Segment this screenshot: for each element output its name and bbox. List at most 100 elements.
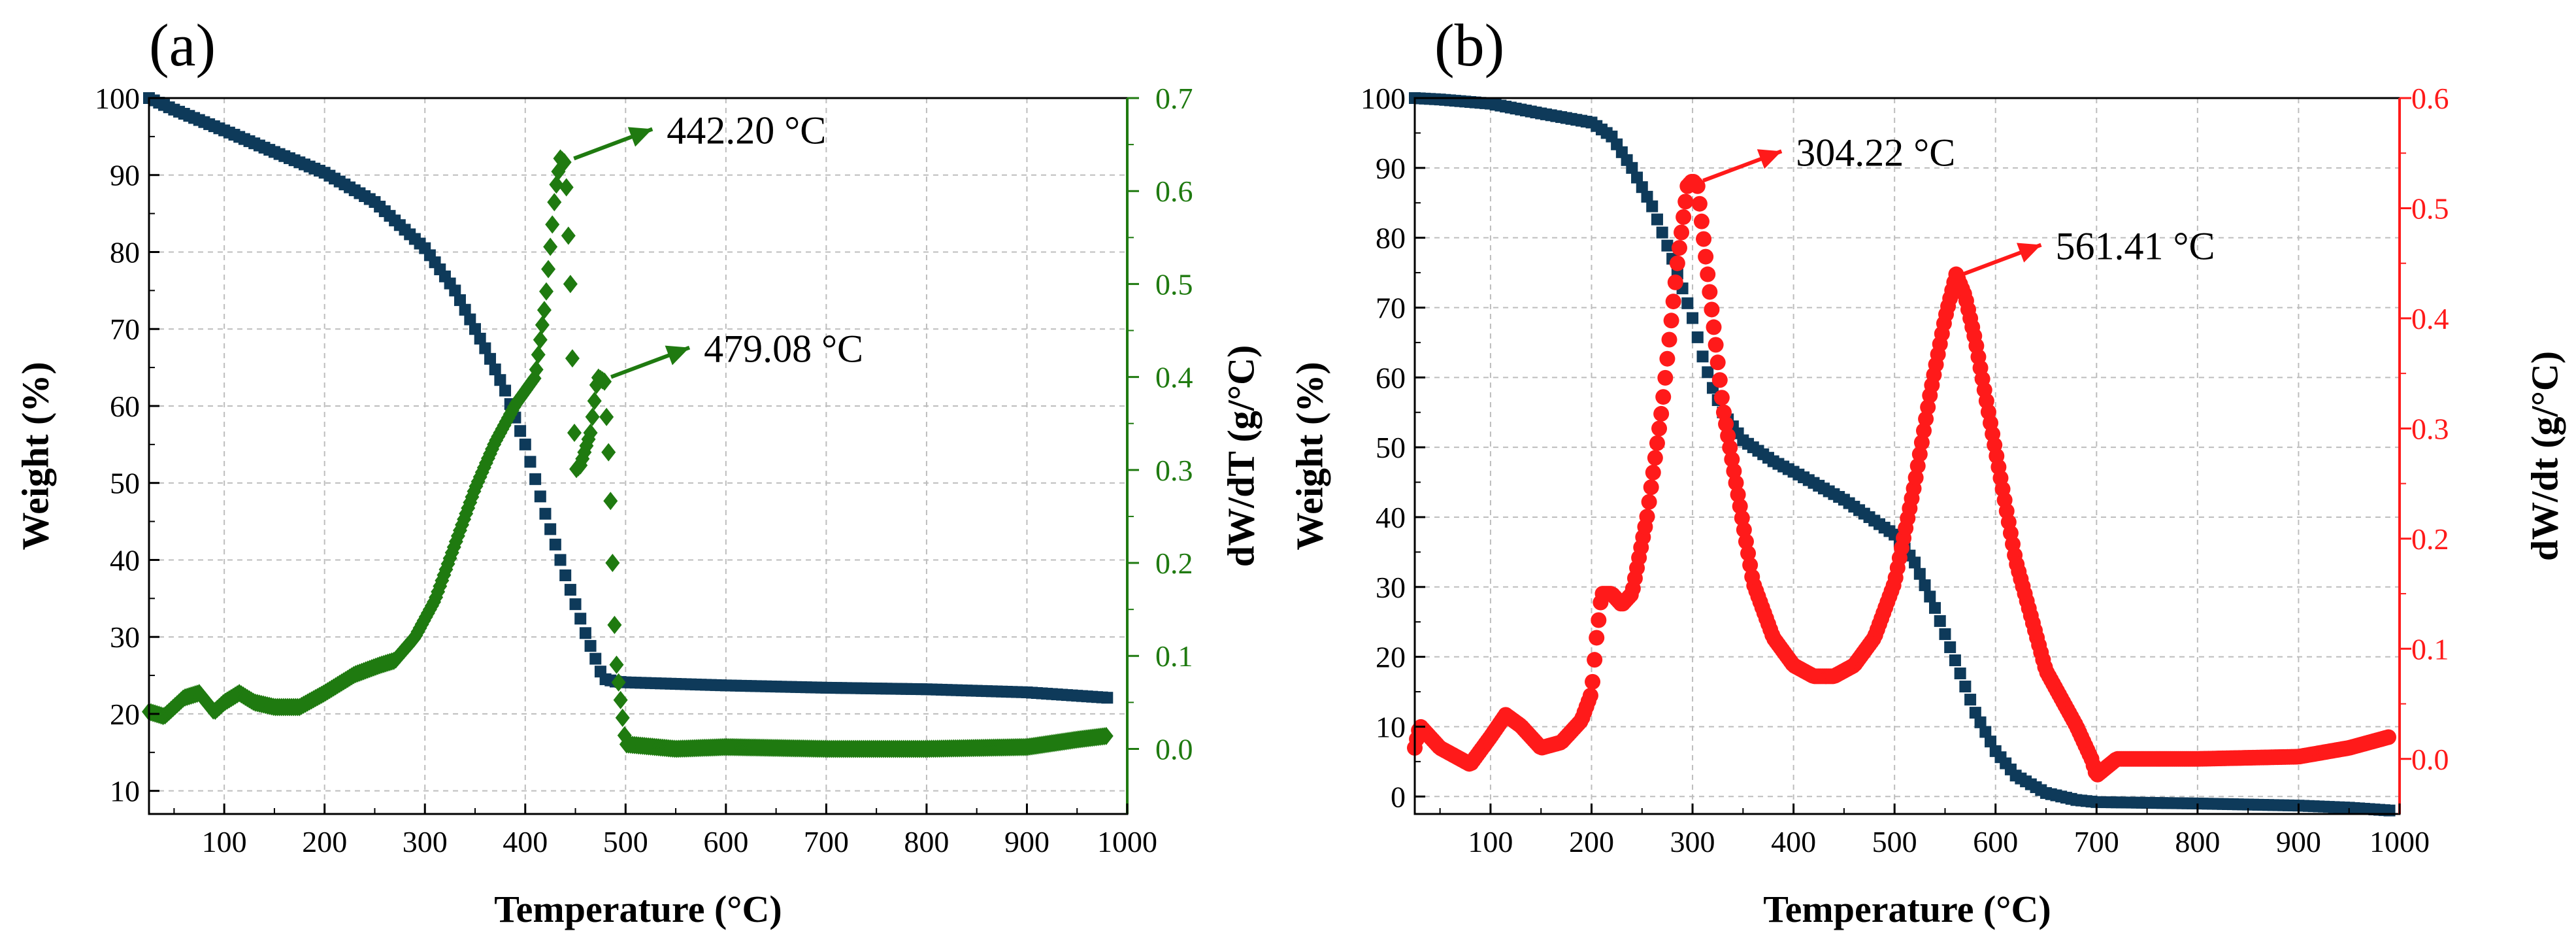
annotation-arrow-head <box>665 345 690 365</box>
weight-marker <box>569 598 582 611</box>
weight-marker <box>499 384 512 397</box>
derivative-marker <box>545 215 560 234</box>
weight-marker <box>494 374 506 386</box>
weight-marker <box>519 438 531 450</box>
derivative-marker <box>1677 194 1694 210</box>
x-tick-label: 100 <box>202 825 247 858</box>
y-tick-label: 80 <box>1376 222 1406 255</box>
derivative-marker <box>1659 350 1676 367</box>
derivative-marker <box>1730 486 1746 503</box>
derivative-marker <box>1651 420 1668 437</box>
y-tick-label: 30 <box>110 620 140 654</box>
x-tick-label: 500 <box>603 825 648 858</box>
peak-annotation: 442.20 °C <box>573 109 826 161</box>
derivative-marker <box>1649 435 1665 451</box>
derivative-marker <box>1728 475 1744 491</box>
weight-marker <box>489 364 501 376</box>
weight-marker <box>514 425 527 437</box>
weight-marker <box>1934 615 1946 627</box>
grid-lines <box>1415 97 2400 814</box>
derivative-marker <box>587 392 602 411</box>
y2-axis-title: dW/dt (g/°C) <box>2523 351 2566 561</box>
derivative-marker <box>1657 369 1674 386</box>
derivative-marker <box>1715 404 1732 420</box>
derivative-marker <box>607 615 622 634</box>
y-tick-label: 60 <box>1376 361 1406 394</box>
derivative-marker <box>1698 248 1714 265</box>
peak-annotation: 479.08 °C <box>610 328 863 379</box>
weight-marker <box>579 627 591 639</box>
y-tick-label: 0 <box>1391 780 1406 813</box>
x-tick-label: 900 <box>2276 825 2321 858</box>
derivative-marker <box>2380 729 2396 745</box>
weight-marker <box>1687 312 1699 324</box>
panel-label: (a) <box>149 12 216 78</box>
weight-marker <box>1913 567 1926 580</box>
derivative-marker <box>601 443 616 462</box>
x-tick-label: 600 <box>703 825 748 858</box>
weight-marker <box>529 473 542 485</box>
y-axis-left: 10 20 30 40 50 60 70 80 90 100 <box>95 82 159 808</box>
derivative-marker <box>1645 464 1661 481</box>
derivative-marker <box>1700 266 1716 282</box>
derivative-marker <box>531 345 546 364</box>
weight-marker <box>1944 641 1957 653</box>
y-axis-right: 0.0 0.1 0.2 0.3 0.4 0.5 0.6 <box>2400 82 2449 776</box>
derivative-marker <box>1732 498 1748 515</box>
weight-marker <box>534 490 546 503</box>
derivative-marker <box>1711 372 1728 388</box>
y-tick-label: 90 <box>1376 152 1406 185</box>
weight-marker <box>1939 628 1951 640</box>
derivative-marker <box>565 349 580 368</box>
series-weight <box>143 92 1114 704</box>
derivative-marker <box>1653 405 1670 422</box>
weight-marker <box>1909 556 1921 569</box>
y-tick-label: 60 <box>110 390 140 423</box>
weight-marker <box>584 639 597 652</box>
derivative-marker <box>1663 313 1679 329</box>
derivative-marker <box>1691 195 1708 212</box>
derivative-marker <box>1913 434 1930 450</box>
derivative-marker <box>1708 337 1724 353</box>
peak-annotation: 561.41 °C <box>1962 225 2215 277</box>
derivative-marker <box>1639 509 1655 525</box>
derivative-marker <box>1655 389 1672 405</box>
y2-tick-label: 0.3 <box>2411 412 2449 445</box>
derivative-marker <box>615 708 630 727</box>
weight-marker <box>469 323 481 335</box>
derivative-marker <box>1726 463 1742 479</box>
weight-marker <box>539 507 552 520</box>
weight-marker <box>479 342 491 354</box>
y2-tick-label: 0.3 <box>1155 454 1193 487</box>
derivative-marker <box>1661 331 1677 348</box>
derivative-marker <box>1641 494 1657 510</box>
derivative-marker <box>1907 469 1924 486</box>
derivative-marker <box>1587 652 1603 668</box>
y2-tick-label: 0.1 <box>2411 632 2449 666</box>
annotation-arrow-head <box>2017 243 2041 263</box>
weight-marker <box>1702 366 1714 379</box>
y-tick-label: 70 <box>110 313 140 346</box>
weight-marker <box>1626 161 1638 174</box>
x-tick-label: 700 <box>2074 825 2119 858</box>
y-tick-label: 100 <box>95 82 140 115</box>
derivative-marker <box>547 193 562 212</box>
derivative-marker <box>529 360 544 379</box>
y2-tick-label: 0.0 <box>1155 732 1193 766</box>
y-tick-label: 20 <box>1376 641 1406 674</box>
x-tick-label: 300 <box>1670 825 1715 858</box>
derivative-marker <box>1909 458 1926 474</box>
derivative-marker <box>1674 224 1690 241</box>
y2-tick-label: 0.0 <box>2411 743 2449 776</box>
y-tick-label: 100 <box>1361 82 1406 115</box>
y-tick-label: 30 <box>1376 571 1406 604</box>
x-tick-label: 200 <box>1569 825 1614 858</box>
y2-tick-label: 0.5 <box>1155 267 1193 301</box>
weight-marker <box>524 456 537 468</box>
x-tick-label: 500 <box>1872 825 1917 858</box>
x-axis: 100 200 300 400 500 600 700 800 900 1000 <box>1439 804 2430 858</box>
weight-marker <box>464 313 476 326</box>
derivative-marker <box>1920 399 1936 415</box>
derivative-marker <box>609 655 624 674</box>
